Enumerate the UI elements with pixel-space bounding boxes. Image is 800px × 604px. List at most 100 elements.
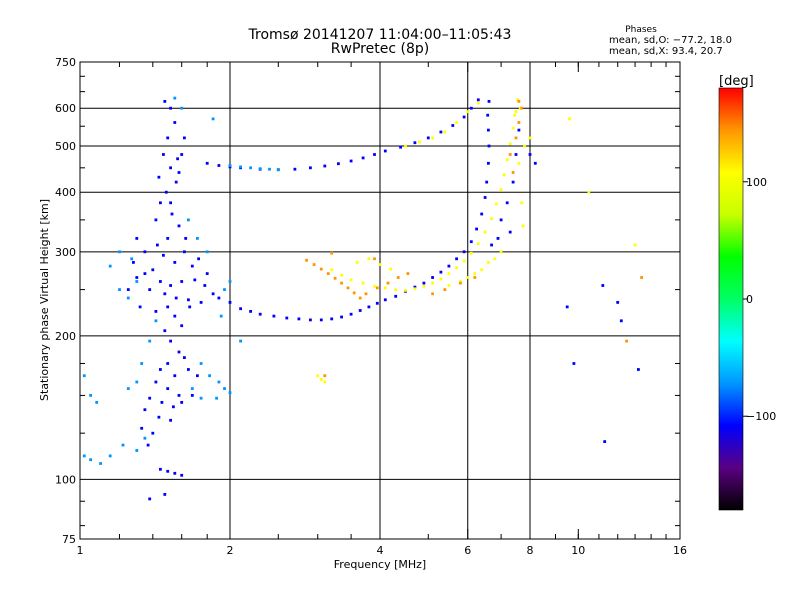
data-point: [572, 362, 576, 365]
data-point: [496, 237, 500, 240]
data-point: [361, 156, 365, 160]
data-point: [164, 190, 168, 194]
data-point: [528, 153, 532, 156]
data-point: [163, 329, 167, 333]
data-point: [228, 164, 232, 167]
y-tick-label: 750: [55, 56, 76, 69]
data-point: [187, 298, 190, 302]
data-point: [180, 106, 184, 110]
data-point: [431, 281, 434, 285]
data-point: [469, 240, 473, 244]
data-point: [508, 153, 512, 156]
data-point: [319, 318, 323, 322]
data-point: [487, 100, 491, 103]
data-point: [180, 280, 184, 283]
data-point: [135, 276, 139, 279]
data-point: [323, 374, 327, 378]
data-point: [340, 273, 343, 277]
data-point: [121, 443, 125, 447]
colorbar-ticks: 100 0 −100: [743, 176, 776, 423]
data-point: [228, 280, 232, 283]
data-point: [159, 467, 162, 471]
data-point: [132, 261, 135, 264]
data-point: [413, 141, 417, 145]
data-point: [375, 286, 379, 290]
data-point: [455, 257, 458, 261]
data-point: [476, 101, 480, 105]
x-tick-label: 16: [673, 544, 687, 557]
data-point: [603, 440, 607, 443]
data-point: [473, 276, 477, 279]
data-point: [480, 268, 484, 272]
data-point: [418, 140, 421, 144]
data-point: [169, 166, 172, 170]
data-point: [439, 277, 443, 281]
data-point: [268, 167, 271, 171]
data-point: [154, 310, 158, 313]
data-point: [190, 264, 194, 268]
data-point: [495, 202, 498, 206]
data-point: [249, 166, 252, 170]
data-point: [520, 106, 524, 110]
y-tick-label: 400: [55, 186, 76, 199]
data-point: [340, 315, 343, 319]
data-point: [249, 310, 252, 313]
data-point: [383, 298, 387, 302]
data-point: [358, 296, 362, 300]
data-point: [640, 276, 643, 279]
data-point: [396, 276, 400, 279]
data-point: [156, 243, 159, 247]
data-point: [513, 113, 516, 117]
data-point: [413, 287, 417, 291]
data-point: [293, 167, 297, 171]
data-point: [258, 312, 262, 316]
data-point: [199, 396, 203, 400]
data-point: [568, 117, 571, 121]
data-point: [601, 284, 605, 287]
data-point: [475, 227, 478, 231]
data-point: [203, 284, 207, 287]
data-point: [173, 314, 177, 318]
data-point: [502, 173, 506, 177]
data-point: [511, 126, 515, 130]
data-point: [565, 305, 569, 309]
data-point: [126, 296, 130, 300]
data-point: [276, 168, 280, 172]
data-point: [389, 267, 392, 271]
data-point: [480, 212, 484, 216]
data-point: [483, 230, 487, 234]
data-point: [619, 319, 623, 323]
data-point: [239, 307, 242, 311]
data-point: [169, 201, 172, 205]
data-point: [462, 115, 466, 119]
data-point: [514, 136, 518, 140]
data-point: [499, 250, 503, 254]
data-point: [364, 292, 368, 296]
data-point: [309, 166, 312, 170]
data-point: [163, 100, 167, 103]
data-point: [439, 130, 443, 134]
y-tick-label: 100: [55, 473, 76, 486]
data-point: [517, 100, 521, 103]
data-point: [378, 263, 382, 266]
data-point: [180, 401, 184, 404]
data-point: [177, 350, 181, 354]
y-tick-label: 300: [55, 246, 76, 259]
data-point: [373, 257, 376, 261]
data-point: [162, 153, 165, 156]
data-point: [173, 96, 177, 100]
data-point: [333, 276, 337, 280]
data-point: [508, 230, 512, 234]
axis-ticks: 1 2 4 6 8 10 16 75 100 200 300 400 500 600 750: [55, 56, 687, 557]
data-point: [143, 436, 147, 440]
data-point: [217, 164, 221, 167]
data-point: [462, 250, 466, 254]
data-point: [633, 243, 637, 247]
data-point: [330, 268, 334, 272]
data-point: [217, 296, 221, 300]
data-point: [459, 281, 462, 285]
data-point: [520, 201, 524, 205]
data-point: [151, 431, 155, 435]
data-point: [490, 243, 493, 247]
